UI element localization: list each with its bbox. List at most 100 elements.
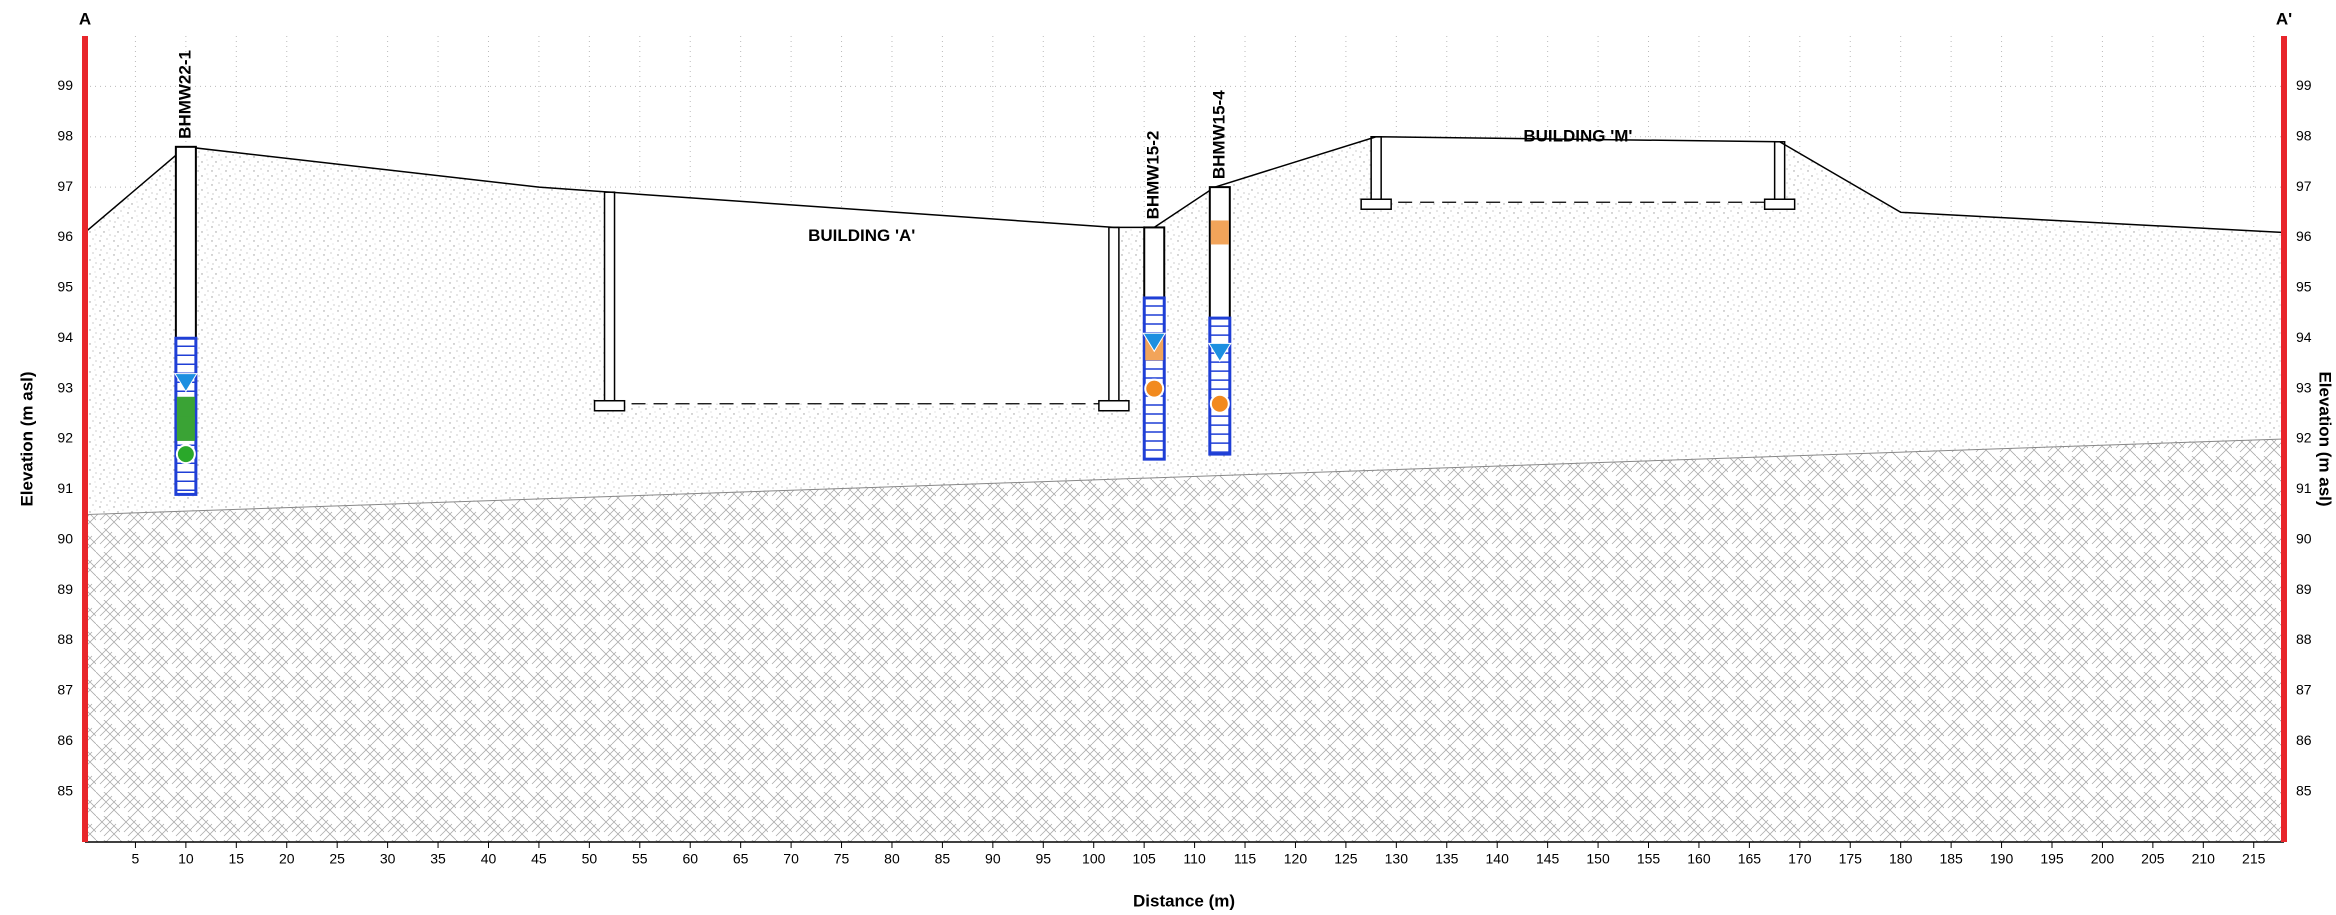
y-tick-label: 87 bbox=[57, 682, 73, 698]
building-wall bbox=[1370, 136, 1382, 203]
building-wall bbox=[1108, 226, 1120, 405]
y2-tick-label: 96 bbox=[2296, 228, 2312, 244]
x-tick-label: 110 bbox=[1183, 851, 1206, 867]
x-tick-label: 75 bbox=[834, 851, 850, 867]
x-tick-label: 70 bbox=[783, 851, 799, 867]
y-tick-label: 99 bbox=[57, 77, 73, 93]
y2-tick-label: 94 bbox=[2296, 329, 2312, 345]
x-tick-label: 125 bbox=[1334, 851, 1358, 867]
water-level bbox=[173, 373, 198, 393]
x-tick-label: 115 bbox=[1234, 851, 1257, 867]
x-tick-label: 60 bbox=[682, 851, 698, 867]
x-tick-label: 80 bbox=[884, 851, 900, 867]
x-tick-label: 25 bbox=[329, 851, 345, 867]
x-tick-label: 155 bbox=[1637, 851, 1661, 867]
y-tick-label: 89 bbox=[57, 581, 73, 597]
y2-tick-label: 92 bbox=[2296, 430, 2312, 446]
y2-axis-title: Elevation (m asl) bbox=[2316, 371, 2335, 506]
x-tick-label: 35 bbox=[430, 851, 446, 867]
building-interior bbox=[609, 192, 1114, 404]
x-tick-label: 15 bbox=[229, 851, 245, 867]
x-tick-label: 215 bbox=[2242, 851, 2266, 867]
x-tick-label: 65 bbox=[733, 851, 749, 867]
building-label: BUILDING 'A' bbox=[808, 226, 915, 245]
borehole-label: BHMW15-2 bbox=[1144, 131, 1163, 220]
x-tick-label: 30 bbox=[380, 851, 396, 867]
y-tick-label: 86 bbox=[57, 732, 73, 748]
y-tick-label: 92 bbox=[57, 430, 73, 446]
borehole-label: BHMW15-4 bbox=[1209, 90, 1228, 179]
marks: 5 10 15 20 25 30 35 40 45 50 55 60 65 70 75 80 85 90 95 100… bbox=[57, 36, 2312, 867]
building-label: BUILDING 'M' bbox=[1523, 127, 1632, 146]
x-tick-label: 40 bbox=[481, 851, 497, 867]
x-tick-label: 5 bbox=[132, 851, 140, 867]
sample-circle bbox=[1209, 393, 1230, 414]
x-tick-label: 10 bbox=[178, 851, 194, 867]
section-start-label: A bbox=[79, 9, 91, 28]
sample-circle bbox=[1144, 378, 1165, 399]
y2-tick-label: 90 bbox=[2296, 530, 2312, 546]
x-axis-title: Distance (m) bbox=[1133, 891, 1235, 910]
x-tick-label: 210 bbox=[2192, 851, 2216, 867]
x-tick-label: 200 bbox=[2091, 851, 2115, 867]
building-footing bbox=[1360, 198, 1392, 210]
x-tick-label: 45 bbox=[531, 851, 547, 867]
building-wall bbox=[1773, 141, 1786, 203]
x-tick-label: 205 bbox=[2141, 851, 2165, 867]
building-footing bbox=[1098, 399, 1130, 412]
y2-tick-label: 99 bbox=[2296, 77, 2312, 93]
bedrock-contact bbox=[84, 438, 2285, 516]
y2-tick-label: 98 bbox=[2296, 127, 2312, 143]
water-level bbox=[1142, 332, 1167, 353]
building-footing bbox=[593, 399, 626, 412]
x-tick-label: 170 bbox=[1788, 851, 1812, 867]
x-tick-label: 120 bbox=[1284, 851, 1308, 867]
x-tick-label: 105 bbox=[1132, 851, 1156, 867]
x-tick-label: 90 bbox=[985, 851, 1001, 867]
x-tick-label: 160 bbox=[1687, 851, 1711, 867]
y-tick-label: 93 bbox=[57, 379, 73, 395]
y2-tick-label: 85 bbox=[2296, 782, 2312, 798]
y-tick-label: 94 bbox=[57, 329, 73, 345]
sample-square bbox=[1210, 220, 1229, 245]
y-tick-label: 91 bbox=[57, 480, 73, 496]
layers: BUILDING 'A' BUILDING 'M' bbox=[84, 127, 2285, 842]
y-tick-label: 88 bbox=[57, 631, 73, 647]
y-tick-label: 96 bbox=[57, 228, 73, 244]
y2-tick-label: 97 bbox=[2296, 178, 2312, 194]
y2-tick-label: 86 bbox=[2296, 732, 2312, 748]
y2-tick-label: 87 bbox=[2296, 682, 2312, 698]
x-tick-label: 85 bbox=[935, 851, 951, 867]
x-tick-label: 185 bbox=[1939, 851, 1963, 867]
section-end-label: A' bbox=[2276, 9, 2292, 28]
y2-tick-label: 93 bbox=[2296, 379, 2312, 395]
y2-tick-label: 88 bbox=[2296, 631, 2312, 647]
y-tick-label: 95 bbox=[57, 279, 73, 295]
x-tick-label: 145 bbox=[1536, 851, 1560, 867]
y2-tick-label: 89 bbox=[2296, 581, 2312, 597]
y-tick-label: 98 bbox=[57, 127, 73, 143]
x-tick-label: 130 bbox=[1385, 851, 1409, 867]
sample-square bbox=[176, 396, 195, 421]
building-interior bbox=[1376, 136, 1780, 203]
x-tick-label: 50 bbox=[582, 851, 598, 867]
borehole-label: BHMW22-1 bbox=[175, 50, 194, 139]
y-tick-label: 90 bbox=[57, 530, 73, 546]
sample-circle bbox=[175, 444, 196, 465]
building-footing bbox=[1763, 198, 1796, 210]
x-tick-label: 135 bbox=[1435, 851, 1459, 867]
y2-tick-label: 95 bbox=[2296, 279, 2312, 295]
y-tick-label: 97 bbox=[57, 178, 73, 194]
sample-square bbox=[176, 416, 195, 441]
x-tick-label: 195 bbox=[2040, 851, 2064, 867]
y-axis-title: Elevation (m asl) bbox=[17, 371, 36, 506]
x-tick-label: 165 bbox=[1738, 851, 1762, 867]
bedrock-fill bbox=[85, 439, 2284, 842]
water-level bbox=[1207, 342, 1232, 363]
y2-tick-label: 91 bbox=[2296, 480, 2312, 496]
y-tick-label: 85 bbox=[57, 782, 73, 798]
x-tick-label: 95 bbox=[1035, 851, 1051, 867]
x-tick-label: 190 bbox=[1990, 851, 2014, 867]
